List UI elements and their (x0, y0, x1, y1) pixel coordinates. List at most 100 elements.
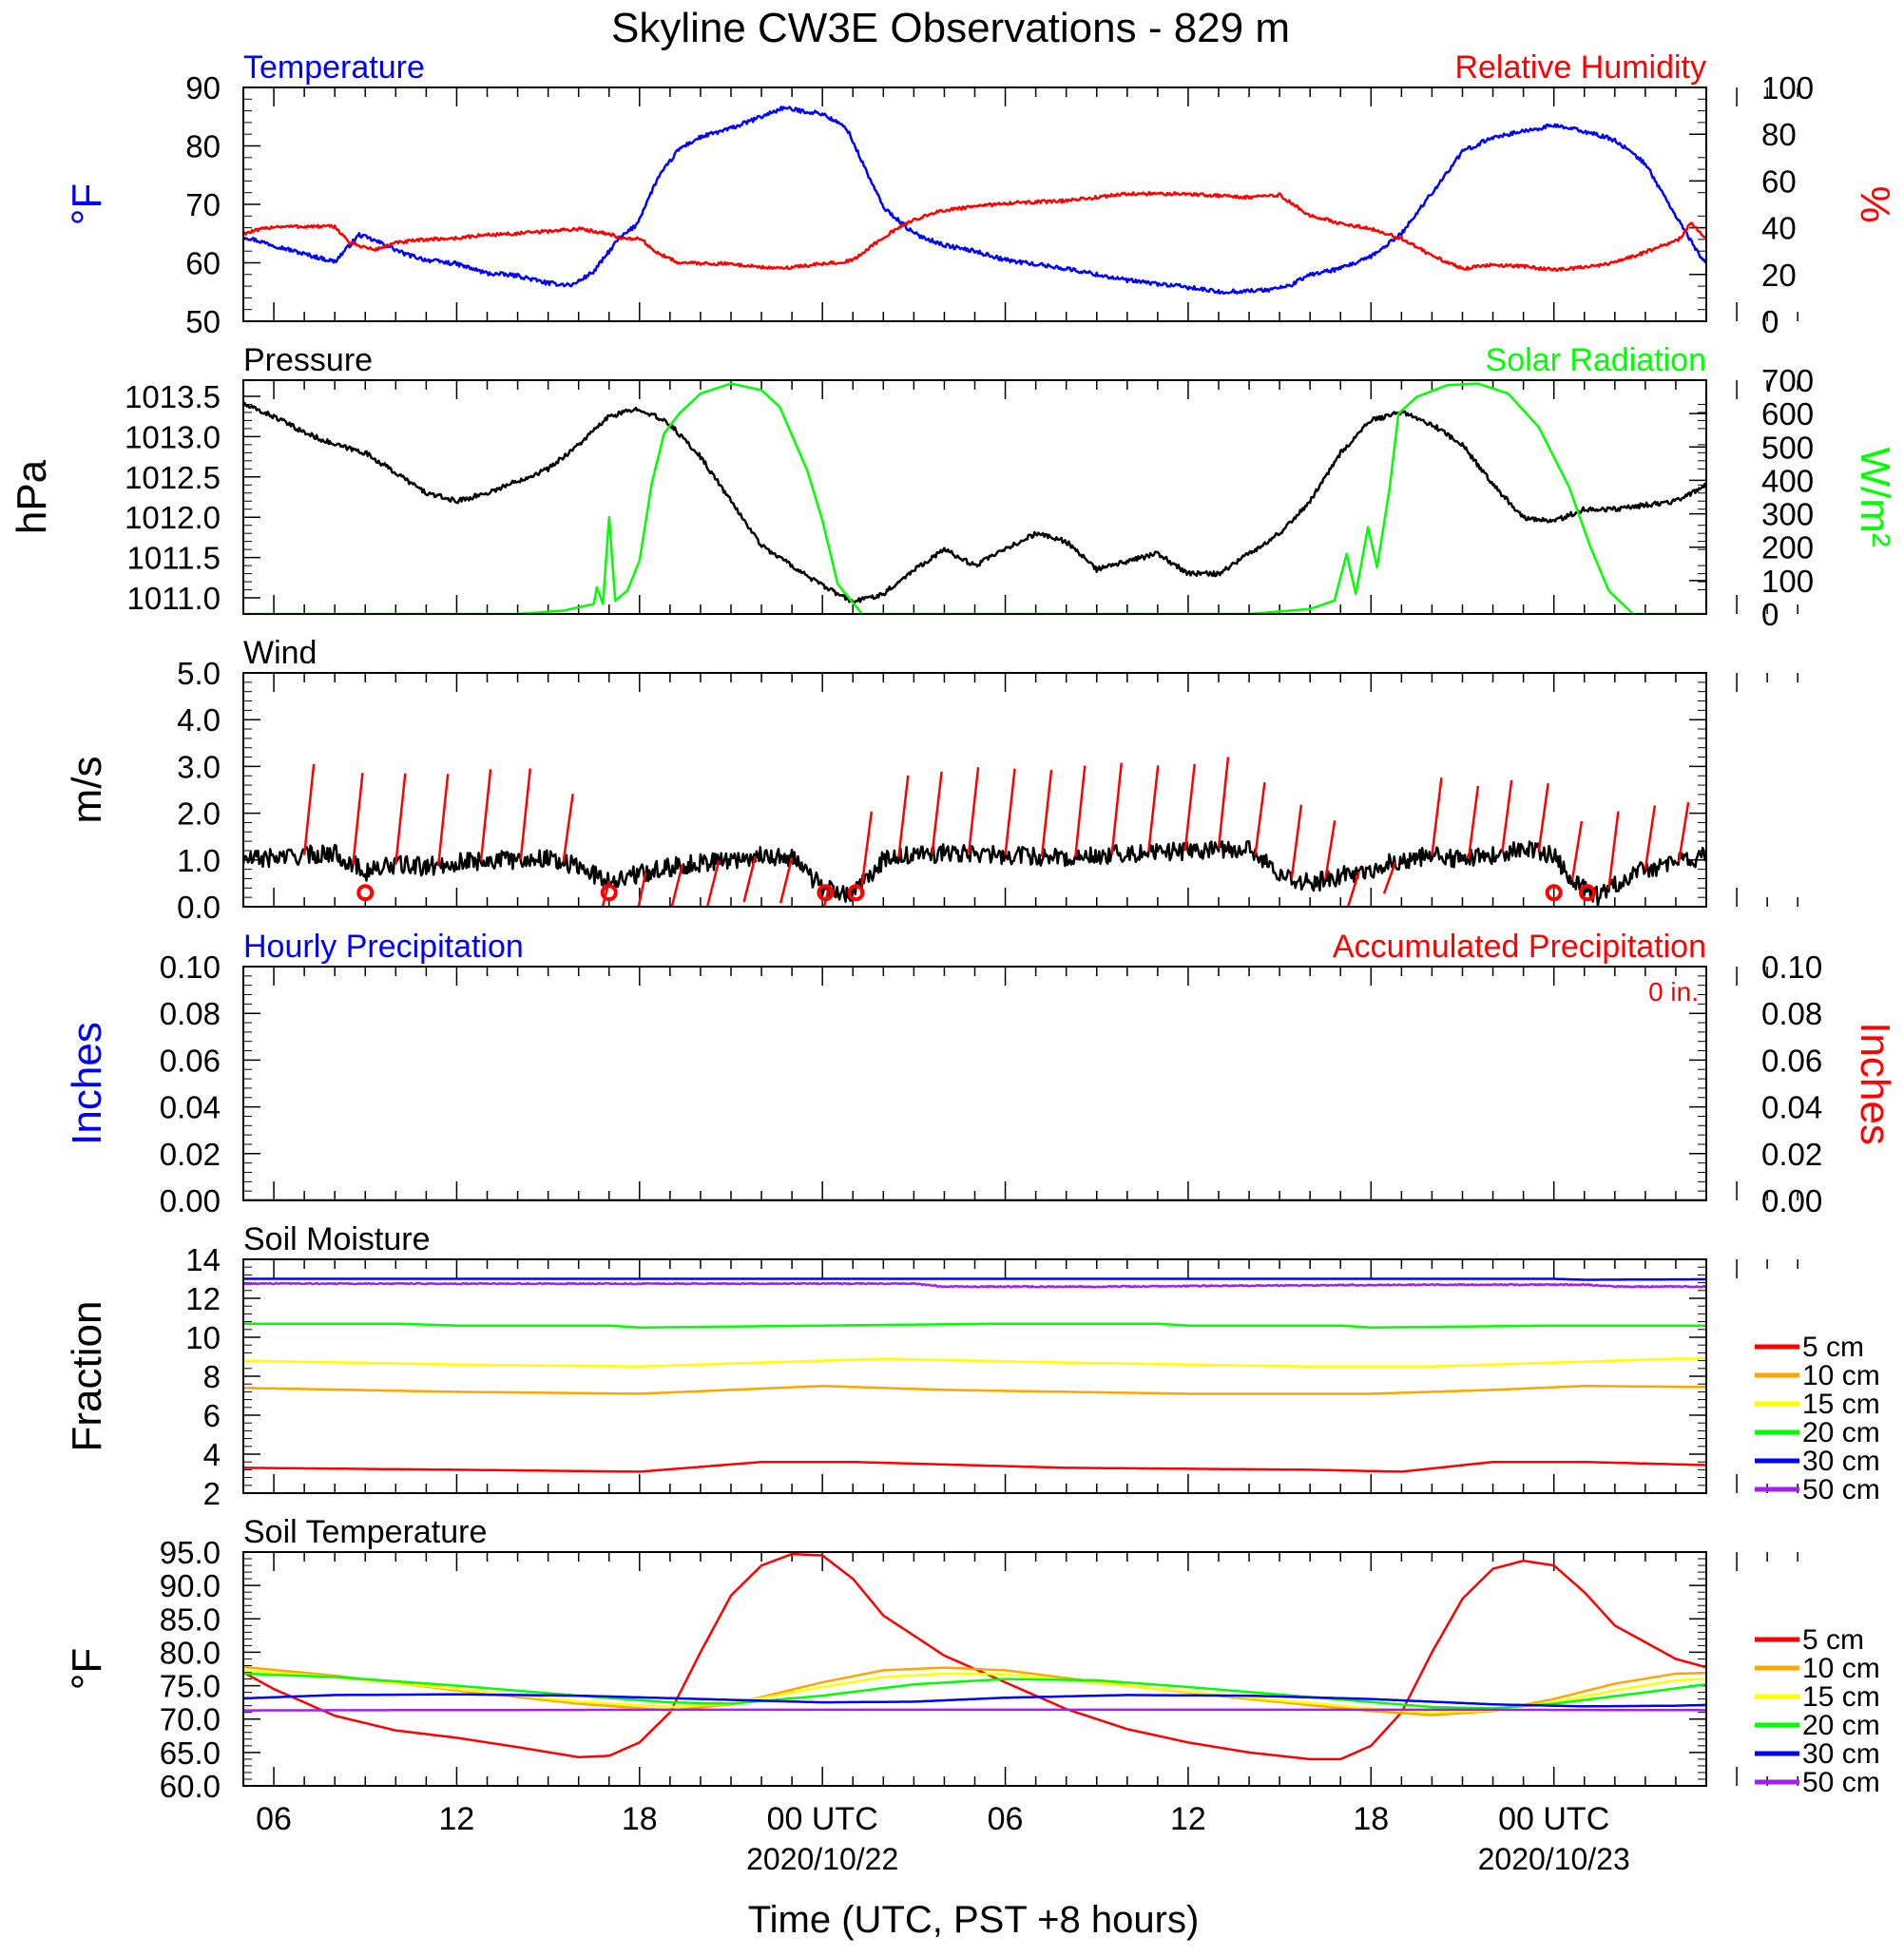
y2-tick-label: 500 (1761, 430, 1814, 465)
wind-barb (1147, 765, 1160, 853)
y-tick-label: 75.0 (160, 1669, 221, 1704)
wind-barb (1716, 797, 1725, 856)
wind-barb (352, 773, 364, 865)
legend-label: 20 cm (1802, 1417, 1880, 1448)
y2-axis-label: Inches (1852, 1022, 1898, 1145)
wind-barb (1537, 783, 1549, 853)
panel-soil_temperature: 60.065.070.075.080.085.090.095.0 °F Soil T… (64, 1514, 1880, 1804)
y-tick-label: 80 (185, 129, 221, 164)
series-group (243, 105, 1706, 296)
y-tick-label: 1013.0 (125, 419, 221, 454)
legend-label: 50 cm (1802, 1474, 1880, 1505)
y-tick-label: 0.10 (160, 949, 221, 985)
y2-tick-label: 600 (1761, 396, 1814, 431)
wind-barb (779, 857, 794, 904)
x-axis-label: Time (UTC, PST +8 hours) (748, 1899, 1200, 1941)
y2-tick-label: 0 (1761, 304, 1779, 339)
calm-wind-marker (1545, 884, 1563, 902)
y2-tick-label: 300 (1761, 497, 1814, 532)
y2-tick-label: 200 (1761, 530, 1814, 566)
wind-barb (1004, 768, 1016, 856)
panel-title-left: Soil Moisture (243, 1221, 431, 1257)
x-tick-label: 00 UTC (1498, 1801, 1609, 1837)
y-tick-label: 90.0 (160, 1568, 221, 1603)
panel-title-left: Soil Temperature (243, 1514, 487, 1550)
wind-barb (1607, 811, 1620, 890)
legend-label: 30 cm (1802, 1738, 1880, 1770)
y-tick-label: 1011.5 (127, 541, 221, 576)
y-tick-label: 4 (203, 1437, 221, 1472)
y-axis-label: °F (64, 1648, 110, 1690)
wind-barb (705, 860, 721, 907)
y2-tick-label: 100 (1761, 70, 1814, 105)
wind-barb (479, 769, 492, 861)
panel-temp_rh: 50 60 70 80 90 0 20 40 60 80 100 °F % Temperature Rela… (64, 49, 1898, 339)
wind-barb (1570, 820, 1584, 881)
wind-barb (1467, 785, 1480, 859)
series-line-soil_temperature-2 (243, 1669, 1706, 1714)
legend-label: 5 cm (1802, 1332, 1864, 1363)
y-axis-label: hPa (9, 459, 55, 534)
panel-precip: 0.00 0.02 0.04 0.06 0.08 0.10 0.00 0.02 0.04 0.06… (64, 929, 1898, 1218)
y-tick-label: 1013.5 (125, 379, 221, 414)
legend-label: 30 cm (1802, 1446, 1880, 1477)
wind-barb (931, 771, 943, 854)
series-line-soil_temperature-3 (243, 1672, 1706, 1710)
panel-title-right: Solar Radiation (1486, 342, 1706, 378)
y-tick-label: 14 (185, 1242, 221, 1277)
series-line-soil_moisture-0 (243, 1460, 1706, 1473)
series-line-pressure_solar-0 (243, 401, 1706, 604)
y-tick-label: 0.04 (160, 1090, 221, 1125)
y2-tick-label: 0.02 (1761, 1137, 1822, 1172)
legend-label: 15 cm (1802, 1681, 1880, 1713)
x-tick-label: 18 (622, 1801, 658, 1837)
y-tick-label: 1012.0 (125, 500, 221, 535)
y-tick-label: 6 (203, 1398, 221, 1433)
calm-wind-marker (847, 884, 865, 902)
wind-barb (601, 880, 610, 907)
panel-frame (242, 379, 1707, 615)
panel-title-left: Temperature (243, 49, 425, 86)
wind-barb (742, 855, 757, 903)
legend-label: 15 cm (1802, 1389, 1880, 1420)
x-tick-date: 2020/10/23 (1478, 1842, 1630, 1876)
panel-frame (242, 1258, 1707, 1494)
wind-barb (637, 872, 647, 907)
wind-barb (1217, 757, 1230, 849)
y-tick-label: 4.0 (177, 702, 221, 738)
y-axis-label: m/s (64, 757, 110, 824)
legend-label: 50 cm (1802, 1767, 1880, 1798)
panel-title-left: Pressure (243, 342, 373, 378)
wind-barb (1183, 763, 1196, 852)
y-tick-label: 1.0 (177, 843, 221, 878)
y-tick-label: 3.0 (177, 749, 221, 784)
y2-tick-label: 0.00 (1761, 1183, 1822, 1218)
wind-barb (967, 767, 980, 854)
wind-barb (1431, 777, 1443, 856)
y-tick-label: 50 (185, 304, 221, 339)
x-tick-label: 18 (1353, 1801, 1389, 1837)
y-tick-label: 90 (185, 70, 221, 105)
panel-title-left: Wind (243, 635, 317, 671)
x-tick-label: 12 (1170, 1801, 1206, 1837)
panel-title-right: Accumulated Precipitation (1333, 929, 1706, 965)
series-line-soil_temperature-0 (243, 1552, 1706, 1761)
y-tick-label: 1012.5 (125, 460, 221, 495)
panel-title-right: Relative Humidity (1454, 49, 1706, 86)
y-tick-label: 10 (185, 1320, 221, 1355)
wind-barb (860, 811, 874, 885)
y2-tick-label: 80 (1761, 117, 1797, 152)
y2-tick-label: 0.04 (1761, 1090, 1822, 1125)
series-line-soil_moisture-2 (243, 1357, 1706, 1369)
panel-frame (242, 966, 1707, 1201)
series-line-soil_moisture-1 (243, 1385, 1706, 1395)
y-tick-label: 0.08 (160, 996, 221, 1031)
y-tick-label: 60.0 (160, 1769, 221, 1804)
wind-barb (1040, 770, 1053, 857)
wind-barb (1500, 779, 1513, 853)
wind-barb (1110, 762, 1124, 854)
series-line-temp_rh-1 (243, 190, 1706, 273)
series-group (243, 1277, 1706, 1473)
